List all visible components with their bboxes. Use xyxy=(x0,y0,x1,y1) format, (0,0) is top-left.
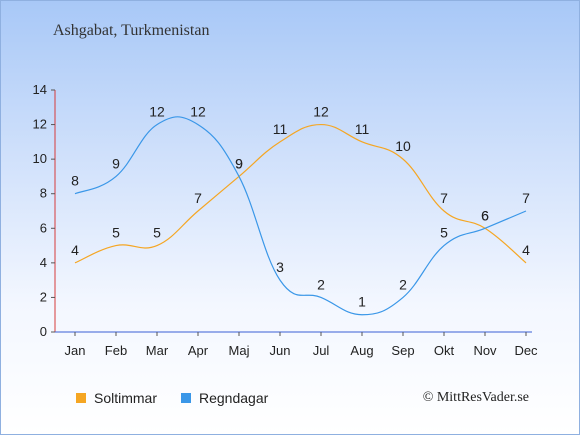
data-label-soltimmar: 5 xyxy=(112,225,120,241)
y-tick-label: 4 xyxy=(40,255,47,270)
data-label-soltimmar: 12 xyxy=(313,104,329,120)
data-label-soltimmar: 5 xyxy=(153,225,161,241)
x-tick-label: Apr xyxy=(188,343,209,358)
legend-swatch-soltimmar xyxy=(76,393,86,403)
x-tick-label: Jul xyxy=(313,343,330,358)
data-label-regndagar: 3 xyxy=(276,259,284,275)
series-line-regndagar xyxy=(74,116,527,316)
data-label-regndagar: 2 xyxy=(317,276,325,292)
data-label-regndagar: 6 xyxy=(481,207,489,223)
series-lines xyxy=(74,116,527,316)
data-label-soltimmar: 7 xyxy=(440,190,448,206)
data-label-soltimmar: 11 xyxy=(273,121,288,137)
data-label-soltimmar: 4 xyxy=(71,242,79,258)
x-tick-label: Maj xyxy=(229,343,250,358)
data-label-soltimmar: 7 xyxy=(194,190,202,206)
y-tick-label: 6 xyxy=(40,220,47,235)
data-label-regndagar: 9 xyxy=(112,155,120,171)
data-label-regndagar: 8 xyxy=(71,173,79,189)
data-label-soltimmar: 9 xyxy=(235,155,243,171)
legend-item-regndagar: Regndagar xyxy=(181,390,268,406)
y-tick-label: 12 xyxy=(33,117,47,132)
data-label-soltimmar: 6 xyxy=(481,207,489,223)
data-label-soltimmar: 4 xyxy=(522,242,530,258)
y-tick-label: 10 xyxy=(33,151,47,166)
legend-swatch-regndagar xyxy=(181,393,191,403)
x-tick-label: Feb xyxy=(105,343,127,358)
x-tick-label: Sep xyxy=(391,343,414,358)
data-label-soltimmar: 10 xyxy=(395,138,411,154)
legend-label-soltimmar: Soltimmar xyxy=(94,390,158,406)
data-label-regndagar: 5 xyxy=(440,225,448,241)
data-label-regndagar: 7 xyxy=(522,190,530,206)
x-tick-label: Jan xyxy=(65,343,86,358)
series-line-soltimmar xyxy=(74,123,527,264)
data-label-regndagar: 12 xyxy=(190,104,206,120)
data-label-regndagar: 9 xyxy=(235,155,243,171)
y-tick-label: 2 xyxy=(40,289,47,304)
site-credit: © MittResVader.se xyxy=(422,390,529,405)
data-label-soltimmar: 11 xyxy=(355,121,370,137)
y-tick-label: 8 xyxy=(40,186,47,201)
chart-title: Ashgabat, Turkmenistan xyxy=(53,22,210,39)
data-label-regndagar: 1 xyxy=(358,294,366,310)
x-tick-label: Mar xyxy=(146,343,169,358)
legend-item-soltimmar: Soltimmar xyxy=(76,390,157,406)
x-tick-label: Nov xyxy=(473,343,497,358)
x-tick-label: Jun xyxy=(270,343,291,358)
y-tick-label: 14 xyxy=(33,82,47,97)
legend-label-regndagar: Regndagar xyxy=(199,390,269,406)
data-label-regndagar: 2 xyxy=(399,276,407,292)
x-tick-label: Aug xyxy=(350,343,373,358)
x-tick-label: Okt xyxy=(434,343,455,358)
x-tick-label: Dec xyxy=(514,343,538,358)
y-tick-label: 0 xyxy=(40,324,47,339)
data-label-regndagar: 12 xyxy=(149,104,165,120)
